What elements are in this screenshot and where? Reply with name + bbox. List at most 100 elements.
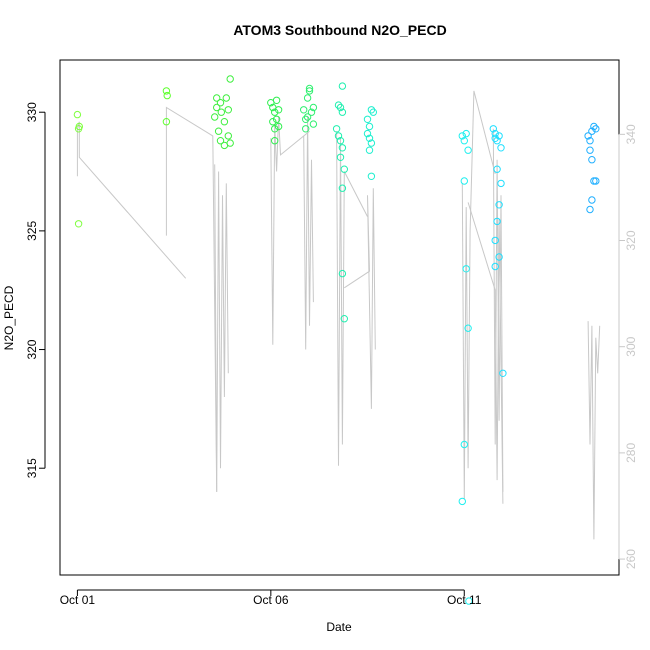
data-point [491, 129, 499, 138]
data-point [271, 108, 279, 116]
data-point [332, 125, 341, 133]
x-tick-label: Oct 11 [447, 593, 482, 607]
data-point [588, 156, 596, 164]
data-point [489, 125, 497, 133]
data-point [302, 115, 310, 124]
data-point [336, 103, 345, 112]
data-point [162, 87, 171, 95]
data-point [303, 94, 312, 102]
data-point [211, 113, 219, 121]
data-point [224, 132, 233, 140]
trace-line-3 [214, 164, 229, 492]
data-point [307, 108, 316, 116]
data-point [493, 137, 501, 145]
data-point [338, 269, 347, 278]
data-point [338, 184, 347, 192]
data-point [271, 137, 279, 145]
y-left-tick-label: 330 [25, 102, 39, 122]
trace-line-5 [303, 116, 314, 350]
data-point [491, 134, 499, 143]
data-point [162, 118, 171, 126]
data-point [586, 205, 594, 214]
data-point [465, 597, 473, 605]
data-point [367, 139, 376, 147]
data-point [592, 125, 600, 133]
data-point [491, 236, 499, 245]
data-point [369, 108, 377, 116]
data-point [338, 144, 347, 152]
data-point [464, 324, 472, 332]
trace-line-6 [336, 131, 368, 466]
data-point [272, 115, 281, 124]
data-point [340, 165, 348, 173]
x-tick-label: Oct 01 [60, 593, 96, 607]
data-point [495, 201, 503, 209]
data-point [588, 127, 596, 135]
data-point [334, 101, 343, 109]
data-point [586, 137, 594, 145]
y-right-tick-label: 340 [624, 124, 638, 144]
data-point [73, 110, 82, 119]
data-point [460, 137, 468, 145]
data-point [274, 122, 283, 131]
data-point [224, 106, 233, 114]
data-point [367, 172, 376, 181]
data-point [336, 153, 345, 162]
data-point [493, 165, 501, 173]
data-point [338, 108, 347, 116]
data-point [163, 91, 171, 100]
y-right-tick-label: 300 [624, 336, 638, 356]
x-axis-title: Date [326, 620, 352, 634]
trace-line-8 [461, 90, 496, 500]
data-point [458, 132, 466, 140]
data-point [213, 94, 221, 102]
data-point [590, 177, 598, 185]
x-tick-label: Oct 06 [253, 593, 289, 607]
data-point [497, 144, 505, 152]
data-point [216, 137, 225, 145]
data-point [588, 196, 596, 204]
trace-line-10 [467, 202, 504, 504]
data-point [220, 118, 229, 126]
data-point [590, 122, 598, 131]
data-point [274, 106, 283, 114]
data-point [75, 122, 84, 131]
data-point [334, 132, 343, 140]
data-point [365, 122, 374, 131]
data-point [336, 137, 345, 145]
data-point [269, 118, 277, 126]
y-axis-title: N2O_PECD [2, 285, 16, 350]
data-point [495, 132, 503, 140]
data-point [493, 217, 501, 226]
trace-line-7 [344, 188, 376, 409]
data-point [214, 127, 223, 135]
data-point [458, 497, 466, 506]
data-point [271, 125, 279, 133]
data-point [300, 106, 308, 114]
data-point [460, 177, 468, 185]
data-point [586, 146, 594, 154]
data-point [272, 96, 281, 105]
y-right-tick-label: 320 [624, 230, 638, 250]
data-point [363, 129, 372, 138]
data-point [367, 106, 376, 114]
data-point [584, 132, 592, 140]
chart-title: ATOM3 Southbound N2O_PECD [233, 22, 446, 38]
data-point [495, 253, 503, 261]
data-point [491, 262, 499, 271]
data-point [217, 108, 226, 116]
data-point [309, 120, 318, 128]
data-point [213, 103, 221, 112]
data-point [462, 129, 470, 138]
y-left-tick-label: 325 [25, 221, 39, 241]
y-left-tick-label: 320 [25, 339, 39, 359]
scatter-layer [73, 75, 600, 605]
data-point [365, 146, 374, 154]
data-point [309, 103, 318, 112]
data-point [592, 177, 600, 185]
data-point [338, 82, 347, 90]
data-point [305, 84, 314, 93]
y-right-tick-label: 280 [624, 443, 638, 463]
